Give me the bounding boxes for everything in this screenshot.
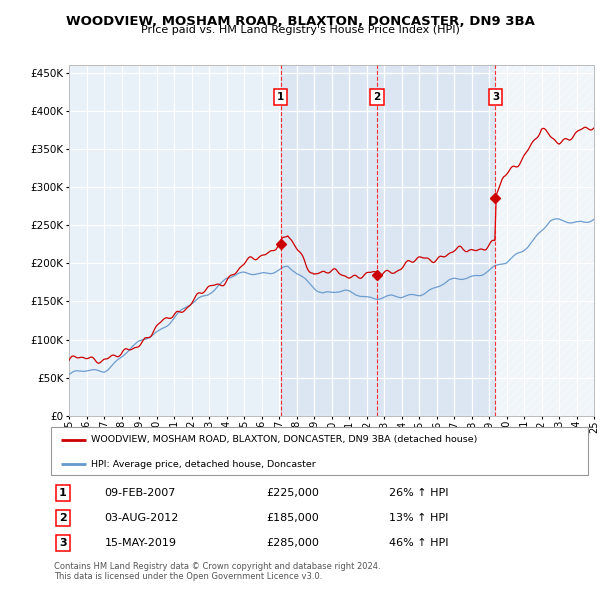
Text: 3: 3: [492, 92, 499, 102]
Text: 1: 1: [277, 92, 284, 102]
Text: 13% ↑ HPI: 13% ↑ HPI: [389, 513, 449, 523]
Text: 2: 2: [59, 513, 67, 523]
Text: 09-FEB-2007: 09-FEB-2007: [105, 488, 176, 497]
Text: WOODVIEW, MOSHAM ROAD, BLAXTON, DONCASTER, DN9 3BA: WOODVIEW, MOSHAM ROAD, BLAXTON, DONCASTE…: [65, 15, 535, 28]
Text: 3: 3: [59, 538, 67, 548]
Bar: [281, 65, 496, 416]
Text: Contains HM Land Registry data © Crown copyright and database right 2024.: Contains HM Land Registry data © Crown c…: [54, 562, 380, 571]
Text: 03-AUG-2012: 03-AUG-2012: [105, 513, 179, 523]
Text: 1: 1: [59, 488, 67, 497]
Text: Price paid vs. HM Land Registry's House Price Index (HPI): Price paid vs. HM Land Registry's House …: [140, 25, 460, 35]
Text: £225,000: £225,000: [266, 488, 319, 497]
Bar: [496, 65, 594, 416]
Text: 26% ↑ HPI: 26% ↑ HPI: [389, 488, 449, 497]
Text: WOODVIEW, MOSHAM ROAD, BLAXTON, DONCASTER, DN9 3BA (detached house): WOODVIEW, MOSHAM ROAD, BLAXTON, DONCASTE…: [91, 435, 478, 444]
Text: £185,000: £185,000: [266, 513, 319, 523]
Text: 15-MAY-2019: 15-MAY-2019: [105, 538, 177, 548]
Text: 2: 2: [373, 92, 380, 102]
Bar: [496, 65, 594, 416]
Text: 46% ↑ HPI: 46% ↑ HPI: [389, 538, 449, 548]
Text: This data is licensed under the Open Government Licence v3.0.: This data is licensed under the Open Gov…: [54, 572, 322, 581]
FancyBboxPatch shape: [51, 427, 588, 475]
Text: HPI: Average price, detached house, Doncaster: HPI: Average price, detached house, Donc…: [91, 460, 316, 469]
Text: £285,000: £285,000: [266, 538, 319, 548]
